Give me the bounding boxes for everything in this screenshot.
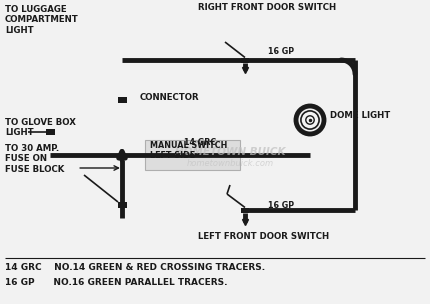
Text: TO 30 AMP.
FUSE ON
FUSE BLOCK: TO 30 AMP. FUSE ON FUSE BLOCK xyxy=(5,144,64,174)
Text: HOMETOWN BUICK: HOMETOWN BUICK xyxy=(175,147,285,157)
Text: DOME LIGHT: DOME LIGHT xyxy=(330,110,390,119)
Bar xyxy=(241,57,249,63)
Text: CONNECTOR: CONNECTOR xyxy=(140,93,200,102)
Bar xyxy=(145,140,240,170)
Bar xyxy=(117,97,126,103)
Text: TO LUGGAGE
COMPARTMENT
LIGHT: TO LUGGAGE COMPARTMENT LIGHT xyxy=(5,5,79,35)
Text: MANUAL SWITCH
LEFT SIDE: MANUAL SWITCH LEFT SIDE xyxy=(150,141,227,161)
Bar xyxy=(117,202,126,208)
Text: 14 GRC    NO.14 GREEN & RED CROSSING TRACERS.: 14 GRC NO.14 GREEN & RED CROSSING TRACER… xyxy=(5,263,265,272)
Text: RIGHT FRONT DOOR SWITCH: RIGHT FRONT DOOR SWITCH xyxy=(198,3,336,12)
Text: LEFT FRONT DOOR SWITCH: LEFT FRONT DOOR SWITCH xyxy=(198,232,329,241)
Text: TO GLOVE BOX
LIGHT: TO GLOVE BOX LIGHT xyxy=(5,118,76,137)
Text: 16 GP: 16 GP xyxy=(268,47,294,57)
Text: 16 GP: 16 GP xyxy=(268,201,294,209)
Text: 16 GP      NO.16 GREEN PARALLEL TRACERS.: 16 GP NO.16 GREEN PARALLEL TRACERS. xyxy=(5,278,227,287)
Bar xyxy=(241,208,249,212)
Text: hometownbuick.com: hometownbuick.com xyxy=(187,158,273,168)
Text: 14 GRC: 14 GRC xyxy=(184,138,216,147)
Bar xyxy=(46,129,55,135)
